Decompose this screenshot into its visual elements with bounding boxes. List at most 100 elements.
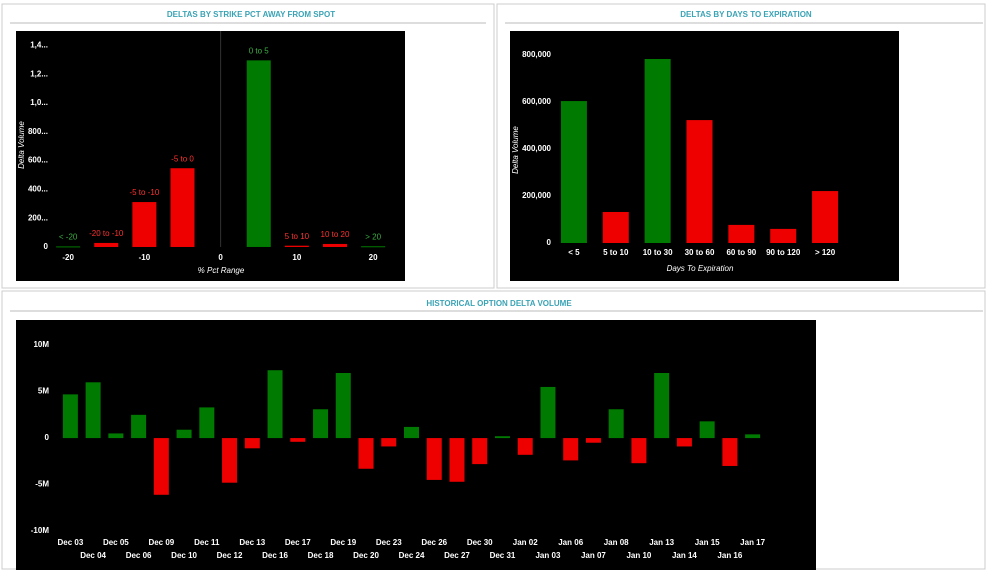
x-tick-label: Jan 17: [740, 538, 765, 547]
x-tick-label: Jan 06: [558, 538, 583, 547]
x-tick-label: Dec 05: [103, 538, 129, 547]
bar: [323, 243, 347, 247]
bar: [267, 370, 283, 439]
bar: [108, 433, 124, 439]
x-tick-label: Jan 13: [649, 538, 674, 547]
x-tick-label: Dec 04: [80, 551, 106, 560]
bar-label: > 20: [365, 232, 381, 241]
bar-label: 0 to 5: [249, 46, 270, 55]
bar: [644, 58, 671, 244]
x-axis-title: % Pct Range: [198, 266, 245, 275]
y-tick-label: 600...: [28, 156, 48, 165]
bar: [284, 245, 309, 247]
bar: [745, 434, 761, 439]
x-axis-title: Days To Expiration: [667, 264, 734, 273]
bar: [244, 438, 260, 449]
x-tick-label: Dec 13: [239, 538, 265, 547]
x-tick-label: Dec 27: [444, 551, 470, 560]
x-tick-label: Dec 06: [126, 551, 152, 560]
bar: [722, 438, 738, 466]
y-tick-label: 5M: [38, 387, 49, 396]
bar: [517, 438, 533, 455]
y-tick-label: -5M: [35, 480, 49, 489]
bar: [56, 246, 81, 248]
x-tick-label: 0: [218, 253, 223, 262]
bar: [654, 372, 670, 439]
x-tick-label: Dec 24: [399, 551, 425, 560]
bar: [131, 414, 147, 439]
y-tick-label: 1,4...: [30, 41, 48, 50]
bar-label: 5 to 10: [285, 232, 310, 241]
bar: [85, 382, 101, 439]
bar: [728, 224, 755, 243]
bar: [676, 438, 692, 447]
x-tick-label: Dec 03: [57, 538, 83, 547]
bar: [62, 394, 78, 439]
bar: [699, 421, 715, 439]
bar: [608, 409, 624, 439]
bar-label: -20 to -10: [89, 229, 124, 238]
y-tick-label: 200,000: [522, 191, 551, 200]
bar: [222, 438, 238, 483]
x-tick-label: 90 to 120: [766, 248, 801, 257]
bar: [560, 101, 587, 243]
bar: [290, 438, 306, 442]
x-tick-label: Dec 23: [376, 538, 402, 547]
y-tick-label: -10M: [31, 526, 50, 535]
y-tick-label: 800,000: [522, 50, 551, 59]
bar-label: -5 to 0: [171, 154, 194, 163]
chart-title: HISTORICAL OPTION DELTA VOLUME: [426, 299, 572, 308]
bar: [335, 372, 351, 439]
x-tick-label: Dec 11: [194, 538, 220, 547]
x-tick-label: Jan 08: [604, 538, 629, 547]
bar: [494, 436, 510, 439]
bar: [449, 438, 465, 482]
x-tick-label: > 120: [815, 248, 836, 257]
bar: [472, 438, 488, 465]
bar: [199, 407, 215, 439]
bar: [686, 120, 713, 243]
x-tick-label: Jan 16: [717, 551, 742, 560]
x-tick-label: Jan 07: [581, 551, 606, 560]
bar: [170, 168, 195, 247]
x-tick-label: Jan 03: [535, 551, 560, 560]
x-tick-label: 5 to 10: [603, 248, 629, 257]
x-tick-label: Dec 10: [171, 551, 197, 560]
x-tick-label: Dec 16: [262, 551, 288, 560]
bar: [563, 438, 579, 461]
bar: [176, 429, 192, 439]
bar: [602, 211, 629, 243]
x-tick-label: Dec 26: [421, 538, 447, 547]
y-tick-label: 0: [45, 433, 50, 442]
bar: [153, 438, 169, 495]
y-tick-label: 10M: [33, 340, 49, 349]
x-tick-label: 10: [292, 253, 301, 262]
bar: [94, 242, 119, 247]
x-tick-label: 20: [369, 253, 378, 262]
x-tick-label: Dec 30: [467, 538, 493, 547]
bar: [404, 426, 419, 439]
y-tick-label: 400,000: [522, 144, 551, 153]
bar: [770, 228, 797, 243]
x-tick-label: 10 to 30: [643, 248, 673, 257]
x-tick-label: Jan 02: [513, 538, 538, 547]
x-tick-label: Dec 17: [285, 538, 311, 547]
plot-area: [16, 31, 405, 281]
bar: [358, 438, 374, 469]
bar: [812, 191, 839, 243]
bar: [132, 202, 157, 247]
bar: [426, 438, 442, 480]
bar: [540, 386, 556, 439]
bar: [361, 246, 386, 248]
x-tick-label: Jan 15: [695, 538, 720, 547]
bar: [631, 438, 647, 464]
bar-label: < -20: [59, 233, 78, 242]
bar-label: -5 to -10: [129, 188, 159, 197]
y-tick-label: 0: [44, 242, 49, 251]
x-tick-label: -10: [139, 253, 151, 262]
x-tick-label: Jan 14: [672, 551, 697, 560]
x-tick-label: 60 to 90: [726, 248, 756, 257]
x-tick-label: -20: [62, 253, 74, 262]
x-tick-label: Dec 12: [217, 551, 243, 560]
x-tick-label: < 5: [568, 248, 580, 257]
